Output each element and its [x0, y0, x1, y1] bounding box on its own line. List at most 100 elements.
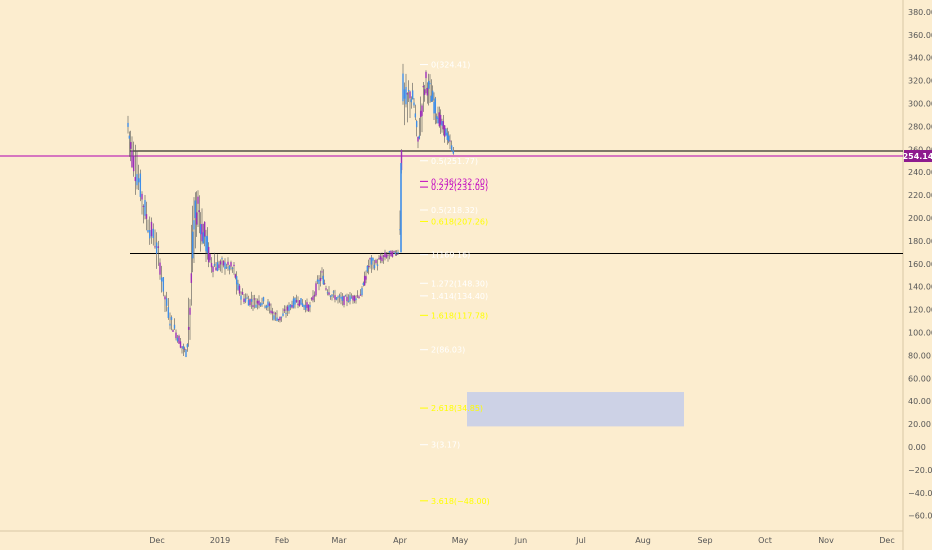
x-tick-label: Aug [635, 536, 651, 545]
fib-label-8: 1.414(134.40) [431, 292, 488, 301]
candle [205, 229, 207, 263]
candle [362, 281, 365, 287]
candle [234, 273, 237, 280]
candles [127, 63, 455, 358]
candle [300, 298, 302, 305]
candle [183, 346, 186, 353]
candle [378, 254, 380, 261]
y-tick-label: 140.00 [908, 283, 932, 292]
candle [419, 96, 422, 136]
y-tick-label: 220.00 [908, 191, 932, 200]
candle [369, 257, 371, 269]
candle [270, 303, 272, 315]
candle [261, 297, 263, 307]
candle [343, 295, 345, 308]
candle [352, 295, 354, 304]
candle [255, 298, 257, 308]
candle [418, 117, 421, 140]
candle [201, 208, 203, 245]
candle [173, 318, 176, 331]
candle [271, 307, 274, 321]
candle [193, 197, 195, 263]
candle [304, 300, 307, 313]
candle [329, 295, 332, 300]
y-tick-label: 240.00 [908, 168, 932, 177]
y-tick-label: 380.00 [908, 8, 932, 17]
fib-label-6: 1(169.16) [431, 251, 470, 260]
x-tick-label: Jun [514, 536, 528, 545]
candle [209, 253, 211, 263]
candle [355, 295, 357, 304]
candle [405, 73, 407, 108]
y-tick-label: 320.00 [908, 77, 932, 86]
candle [443, 125, 446, 143]
candle [390, 250, 392, 257]
y-tick-label: 0.00 [908, 443, 926, 452]
zone-layer [467, 392, 684, 427]
time-axis[interactable]: Dec 2019 Feb Mar Apr May Jun Jul Aug Sep Oct Nov Dec [149, 536, 894, 545]
candle [359, 289, 362, 296]
candle [136, 150, 138, 190]
candle [227, 257, 229, 271]
candle [323, 279, 326, 285]
candle [219, 259, 222, 272]
candle [241, 288, 244, 296]
candle [410, 96, 413, 109]
candle [276, 310, 278, 322]
candle [437, 106, 439, 124]
candle [203, 221, 206, 247]
candle [375, 258, 377, 265]
candle [384, 249, 386, 261]
candle [189, 299, 191, 340]
candle [321, 267, 323, 280]
candle [172, 328, 174, 332]
x-tick-label: Oct [758, 536, 772, 545]
candle [395, 250, 398, 257]
price-axis[interactable]: 380.00 360.00 340.00 320.00 300.00 280.00 260.… [908, 8, 932, 521]
candle [310, 297, 313, 301]
candle [450, 140, 453, 152]
candle [216, 254, 219, 272]
candle [215, 262, 217, 271]
target-zone[interactable] [467, 392, 684, 427]
candle [295, 294, 298, 303]
candle [207, 242, 210, 268]
candle [142, 204, 145, 224]
candle [131, 136, 133, 169]
candle [426, 82, 429, 104]
x-tick-label: Dec [149, 536, 164, 545]
candle [382, 254, 385, 264]
candle [185, 349, 187, 358]
x-tick-label: Jul [575, 536, 586, 545]
candle [407, 80, 410, 103]
candle [132, 141, 135, 177]
y-tick-label: −60.00 [908, 512, 932, 521]
candle [246, 293, 248, 300]
candle [127, 115, 129, 134]
candle [347, 294, 350, 303]
candle [150, 217, 153, 244]
candle [292, 296, 295, 309]
candle [147, 219, 149, 234]
candle [169, 312, 171, 330]
candle [182, 343, 185, 357]
candle [294, 297, 296, 309]
candle [152, 223, 154, 246]
candle [202, 223, 205, 244]
candle [154, 229, 156, 249]
candle [373, 259, 376, 271]
candle [413, 98, 415, 108]
x-tick-label: Feb [275, 536, 289, 545]
candle [297, 296, 299, 309]
candle [199, 212, 202, 252]
candle [427, 73, 430, 106]
candle [406, 92, 409, 123]
candle [265, 304, 268, 311]
candle [212, 265, 214, 278]
fib-label-13: 3.618(−48.00) [431, 497, 490, 506]
candle [391, 250, 394, 258]
candle [349, 291, 351, 305]
candle [170, 315, 173, 331]
